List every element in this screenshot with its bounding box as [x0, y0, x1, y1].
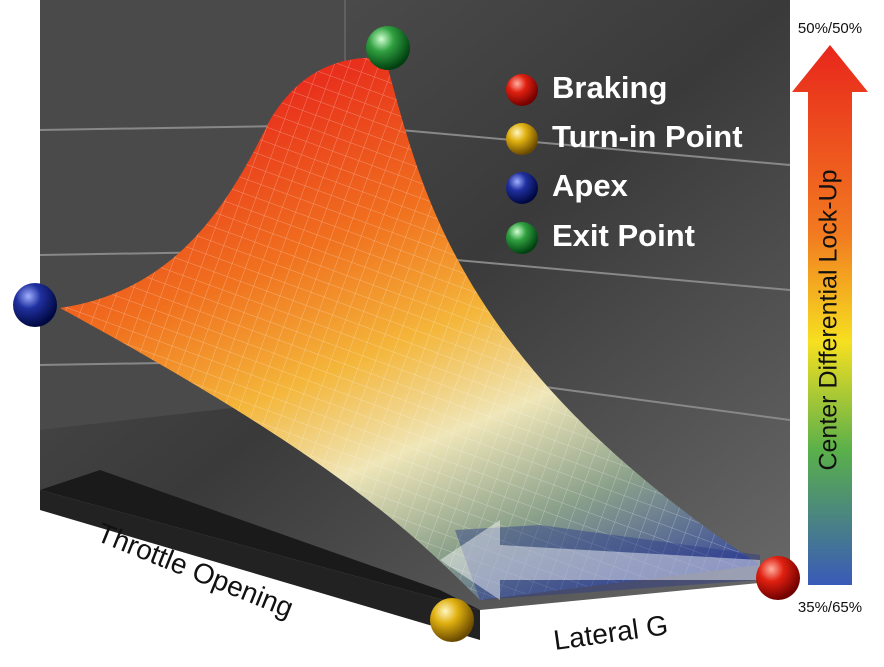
legend-label: Braking [552, 70, 667, 105]
legend: Braking Turn-in Point Apex Exit Point [506, 70, 743, 254]
points [13, 26, 800, 642]
scale-top: 50%/50% [798, 20, 862, 37]
legend-label: Exit Point [552, 218, 695, 253]
scale: Center Differential Lock-Up 50%/50% 35%/… [792, 20, 868, 616]
lateral-axis-label: Lateral G [552, 609, 670, 656]
legend-label: Turn-in Point [552, 119, 743, 154]
surface [60, 57, 760, 601]
scale-bottom: 35%/65% [798, 599, 862, 616]
scale-title: Center Differential Lock-Up [815, 169, 843, 470]
legend-label: Apex [552, 168, 629, 203]
